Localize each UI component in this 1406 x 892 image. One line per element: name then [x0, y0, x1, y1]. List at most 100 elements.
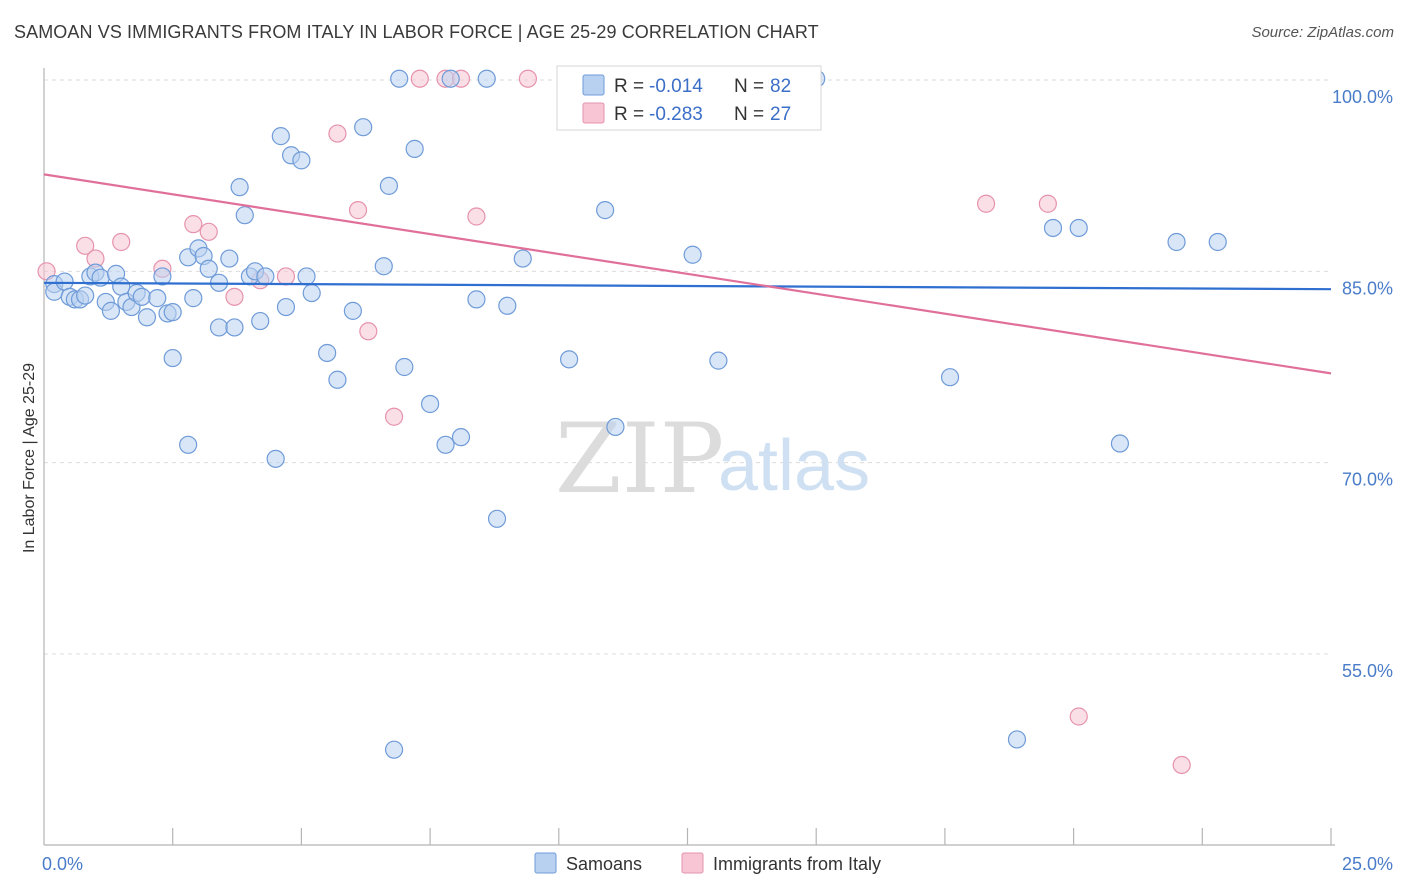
samoans-point-53 [384, 740, 404, 759]
y-tick-label-2: 70.0% [1342, 470, 1393, 490]
samoans-point-75 [1043, 218, 1063, 238]
legend-r-label-italy: R = [614, 104, 644, 125]
samoans-point-56 [405, 139, 424, 158]
samoans-point-68 [606, 417, 625, 437]
samoans-point-77 [1110, 434, 1130, 453]
italy-point-11 [348, 201, 368, 220]
samoans-point-22 [163, 303, 182, 322]
samoans-point-32 [220, 249, 239, 268]
italy-point-14 [410, 69, 429, 88]
samoans-point-33 [225, 318, 244, 337]
samoans-point-59 [441, 69, 460, 88]
y-tick-label-3: 55.0% [1342, 661, 1393, 681]
italy-point-10 [328, 124, 347, 143]
samoans-point-31 [209, 318, 229, 337]
samoans-point-40 [266, 449, 285, 468]
samoans-point-23 [163, 348, 182, 368]
source-label: Source: ZipAtlas.com [1251, 24, 1394, 41]
italy-point-5 [184, 215, 203, 234]
samoans-point-58 [436, 435, 455, 454]
samoans-point-39 [256, 267, 275, 286]
bottom-legend-swatch-italy [681, 852, 704, 874]
bottom-legend-label-italy: Immigrants from Italy [713, 854, 881, 874]
italy-point-9 [276, 267, 296, 286]
bottom-legend-swatch-samoans [534, 852, 557, 874]
legend-swatch-samoans [582, 74, 605, 96]
stats-legend: R = -0.014 N = 82 R = -0.283 N = 27 [556, 65, 822, 131]
samoans-point-78 [1167, 232, 1186, 252]
samoans-point-46 [302, 283, 321, 303]
samoans-point-71 [709, 351, 728, 370]
samoans-point-52 [379, 176, 399, 195]
samoans-points [45, 69, 1227, 759]
samoans-point-34 [230, 178, 249, 197]
samoans-point-64 [498, 296, 517, 315]
legend-n-label-samoans: N = [734, 76, 764, 97]
samoans-point-54 [390, 69, 409, 88]
italy-point-7 [225, 287, 244, 306]
samoans-point-66 [559, 350, 579, 369]
samoans-point-48 [328, 370, 347, 389]
samoans-point-60 [451, 428, 471, 447]
samoans-point-57 [421, 394, 440, 414]
samoans-point-42 [276, 297, 296, 317]
samoans-point-63 [487, 509, 507, 528]
samoans-point-76 [1069, 218, 1088, 238]
italy-point-25 [1069, 707, 1088, 726]
watermark-atlas: atlas [718, 426, 870, 506]
samoans-point-44 [292, 151, 311, 170]
legend-n-value-italy: 27 [770, 104, 791, 125]
x-axis-ticks [172, 828, 1332, 845]
samoans-point-73 [940, 368, 960, 387]
samoans-point-38 [251, 311, 270, 331]
italy-point-24 [1038, 194, 1057, 213]
samoans-trend-line [43, 281, 1332, 291]
samoans-point-19 [148, 289, 167, 308]
samoans-point-61 [467, 290, 486, 309]
y-tick-labels: 100.0% 85.0% 70.0% 55.0% [1332, 87, 1393, 681]
samoans-point-26 [184, 289, 203, 308]
samoans-point-67 [596, 201, 615, 220]
legend-r-value-italy: -0.283 [649, 104, 703, 125]
italy-point-12 [359, 322, 378, 341]
samoans-point-13 [101, 301, 121, 320]
samoans-point-70 [683, 245, 702, 264]
samoans-point-20 [153, 267, 172, 286]
samoans-point-49 [343, 301, 362, 320]
watermark-zip: ZIP [555, 403, 724, 515]
italy-point-17 [467, 207, 486, 226]
y-tick-label-1: 85.0% [1342, 278, 1393, 298]
samoans-point-18 [137, 308, 157, 327]
samoans-point-17 [132, 287, 151, 306]
legend-n-label-italy: N = [734, 104, 764, 125]
legend-r-value-samoans: -0.014 [649, 76, 703, 97]
samoans-point-65 [513, 249, 532, 268]
y-axis-label: In Labor Force | Age 25-29 [21, 363, 38, 553]
samoans-point-2 [55, 272, 74, 291]
samoans-point-62 [477, 69, 496, 88]
samoans-point-41 [271, 127, 290, 146]
samoans-point-35 [235, 206, 254, 225]
chart-title: SAMOAN VS IMMIGRANTS FROM ITALY IN LABOR… [14, 22, 819, 42]
samoans-point-25 [179, 435, 198, 454]
samoans-point-47 [318, 343, 337, 363]
italy-point-23 [976, 194, 996, 213]
italy-point-6 [199, 222, 218, 241]
italy-point-3 [112, 232, 131, 252]
legend-swatch-italy [582, 102, 605, 124]
italy-point-1 [76, 236, 95, 255]
samoans-point-50 [354, 118, 373, 137]
samoans-point-11 [112, 277, 131, 296]
italy-point-26 [1172, 755, 1191, 775]
samoans-point-74 [1007, 730, 1027, 749]
samoans-point-45 [297, 267, 316, 286]
x-tick-label-max: 25.0% [1342, 854, 1393, 874]
series-legend: Samoans Immigrants from Italy [534, 852, 881, 874]
legend-r-label-samoans: R = [614, 76, 644, 97]
bottom-legend-label-samoans: Samoans [566, 854, 642, 874]
samoans-point-79 [1208, 232, 1227, 252]
gridlines [44, 79, 1331, 655]
italy-point-13 [384, 407, 404, 426]
legend-n-value-samoans: 82 [770, 76, 791, 97]
